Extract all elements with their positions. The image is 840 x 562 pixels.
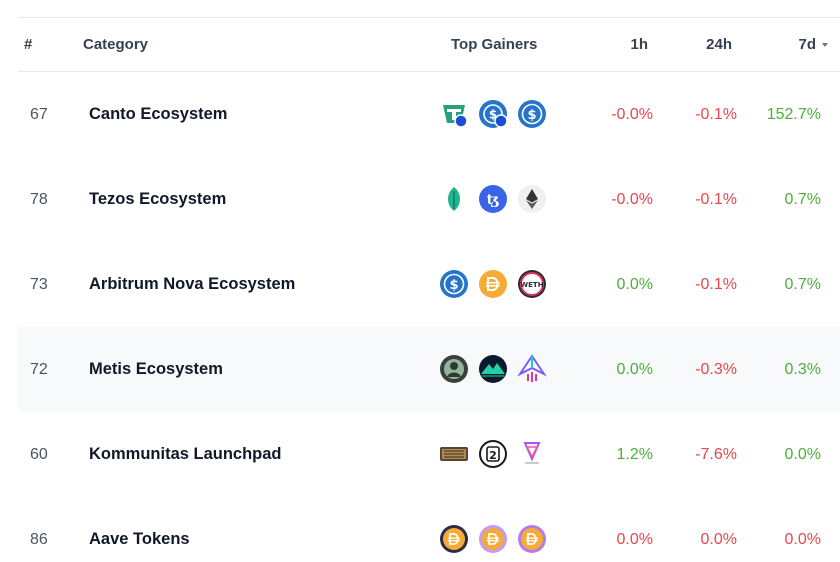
row-rank: 78 [30, 191, 48, 208]
24h-header[interactable]: 24h [706, 36, 732, 53]
weth-icon[interactable]: WETH [517, 269, 547, 299]
change-24h: -0.1% [695, 276, 737, 293]
row-rank: 67 [30, 106, 48, 123]
change-1h: -0.0% [611, 106, 653, 123]
top-gainers-header: Top Gainers [451, 36, 538, 53]
7d-header[interactable]: 7d [798, 36, 816, 53]
row-rank: 60 [30, 446, 48, 463]
change-7d: 0.7% [784, 191, 821, 208]
number-two-token-icon[interactable]: 2 [478, 439, 508, 469]
avatar-token-icon[interactable] [439, 354, 469, 384]
divider [18, 17, 840, 18]
1h-header[interactable]: 1h [630, 36, 648, 53]
top-gainers-icons [439, 524, 551, 554]
svg-text:ꜩ: ꜩ [487, 192, 500, 208]
usdc-icon[interactable]: $ [439, 269, 469, 299]
change-7d: 152.7% [766, 106, 821, 123]
category-name[interactable]: Aave Tokens [89, 530, 190, 548]
row-rank: 73 [30, 276, 48, 293]
heart-token-icon[interactable] [517, 439, 547, 469]
category-name[interactable]: Kommunitas Launchpad [89, 445, 282, 463]
mountain-token-icon[interactable] [478, 354, 508, 384]
change-1h: -0.0% [611, 191, 653, 208]
aave-dai-icon[interactable] [517, 524, 547, 554]
aave-dai-icon[interactable] [478, 524, 508, 554]
change-7d: 0.3% [784, 361, 821, 378]
change-1h: 0.0% [616, 276, 653, 293]
tether-icon[interactable] [439, 99, 469, 129]
table-row[interactable]: 86 Aave Tokens 0.0% 0.0% 0.0% [18, 497, 840, 562]
table-row[interactable]: 73 Arbitrum Nova Ecosystem $ WETH 0.0% -… [18, 242, 840, 328]
change-7d: 0.0% [784, 446, 821, 463]
tezos-icon[interactable]: ꜩ [478, 184, 508, 214]
rank-header: # [24, 36, 33, 53]
top-gainers-icons: ꜩ [439, 184, 551, 214]
change-24h: -0.1% [695, 191, 737, 208]
change-1h: 0.0% [616, 531, 653, 548]
table-row[interactable]: 78 Tezos Ecosystem ꜩ -0.0% -0.1% 0.7% [18, 157, 840, 243]
change-24h: -0.3% [695, 361, 737, 378]
sort-desc-icon[interactable] [822, 43, 828, 47]
category-name[interactable]: Tezos Ecosystem [89, 190, 227, 208]
table-row[interactable]: 72 Metis Ecosystem 0.0% -0.3% 0.3% [18, 327, 840, 413]
category-name[interactable]: Metis Ecosystem [89, 360, 223, 378]
usdc-bridged-icon[interactable]: $ [478, 99, 508, 129]
change-7d: 0.0% [784, 531, 821, 548]
ethereum-icon[interactable] [517, 184, 547, 214]
top-gainers-icons: $ WETH [439, 269, 551, 299]
svg-text:2: 2 [489, 449, 497, 462]
category-name[interactable]: Arbitrum Nova Ecosystem [89, 275, 296, 293]
top-gainers-icons [439, 354, 551, 384]
aave-dai-icon[interactable] [439, 524, 469, 554]
svg-text:WETH: WETH [520, 281, 543, 289]
category-name[interactable]: Canto Ecosystem [89, 105, 228, 123]
change-7d: 0.7% [784, 276, 821, 293]
change-24h: 0.0% [700, 531, 737, 548]
usdc-icon[interactable]: $ [517, 99, 547, 129]
table-row[interactable]: 60 Kommunitas Launchpad 2 1.2% -7.6% 0.0… [18, 412, 840, 498]
svg-text:$: $ [449, 278, 458, 293]
change-1h: 1.2% [616, 446, 653, 463]
top-gainers-icons: 2 [439, 439, 551, 469]
change-24h: -7.6% [695, 446, 737, 463]
top-gainers-icons: $ $ [439, 99, 551, 129]
change-24h: -0.1% [695, 106, 737, 123]
svg-text:$: $ [527, 108, 536, 123]
leaf-token-icon[interactable] [439, 184, 469, 214]
category-header[interactable]: Category [83, 36, 149, 53]
row-rank: 86 [30, 531, 48, 548]
game-logo-icon[interactable] [439, 439, 469, 469]
rocket-token-icon[interactable] [517, 354, 547, 384]
table-row[interactable]: 67 Canto Ecosystem $ $ -0.0% -0.1% 152.7… [18, 72, 840, 158]
svg-text:$: $ [489, 108, 497, 122]
dai-icon[interactable] [478, 269, 508, 299]
table-header: # Category Top Gainers 1h 24h 7d [18, 18, 840, 72]
change-1h: 0.0% [616, 361, 653, 378]
row-rank: 72 [30, 361, 48, 378]
